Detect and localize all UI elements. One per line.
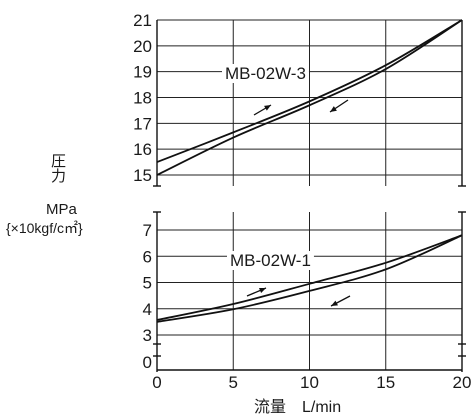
chart-frame	[153, 20, 466, 372]
y-tick-label-lower: 4	[143, 300, 152, 319]
series-line-upper-1	[156, 19, 463, 176]
series-label-upper: MB-02W-3	[225, 64, 306, 83]
series-line-lower-1	[156, 234, 463, 323]
x-axis-label: 流量 L/min	[254, 398, 341, 416]
y-tick-label-lower: 3	[143, 326, 152, 345]
y-tick-label-lower: 7	[143, 221, 152, 240]
x-tick-label: 5	[229, 373, 238, 392]
x-tick-label: 10	[300, 373, 319, 392]
arrow-down-lower-head	[331, 300, 338, 306]
y-axis-label-line2: 力	[51, 168, 66, 185]
x-tick-label: 15	[376, 373, 395, 392]
y-tick-label-lower: 6	[143, 247, 152, 266]
series-line-lower-0	[156, 234, 463, 321]
y-axis-unit-line2: {×10kgf/c㎡}	[6, 220, 83, 236]
direction-arrows	[246, 99, 351, 307]
arrow-up-lower-head	[259, 287, 266, 294]
series-lines	[156, 19, 463, 323]
y-tick-label-upper: 19	[133, 63, 152, 82]
y-axis-label-line1: 圧	[51, 153, 66, 170]
y-axis-unit-line1: MPa	[46, 201, 78, 218]
series-line-upper-0	[156, 19, 463, 163]
tick-labels: 0 5 10 15 20 15 16 17 18 19 20 21 0 3 4 5 6 7	[133, 11, 471, 392]
y-tick-label-lower: 5	[143, 274, 152, 293]
y-tick-label-upper: 20	[133, 37, 152, 56]
y-tick-label-upper: 15	[133, 166, 152, 185]
series-label-lower: MB-02W-1	[230, 251, 311, 270]
grid	[157, 19, 462, 370]
y-tick-label-upper: 17	[133, 114, 152, 133]
label-background	[222, 64, 309, 83]
arrow-down-upper-head	[330, 106, 337, 112]
y-tick-label-lower: 0	[143, 353, 152, 372]
x-tick-label: 20	[453, 373, 472, 392]
y-tick-label-upper: 16	[133, 140, 152, 159]
y-tick-label-upper: 21	[133, 11, 152, 30]
label-background	[227, 251, 314, 270]
y-tick-label-upper: 18	[133, 89, 152, 108]
x-tick-label: 0	[152, 373, 161, 392]
arrow-up-upper-head	[264, 105, 271, 111]
